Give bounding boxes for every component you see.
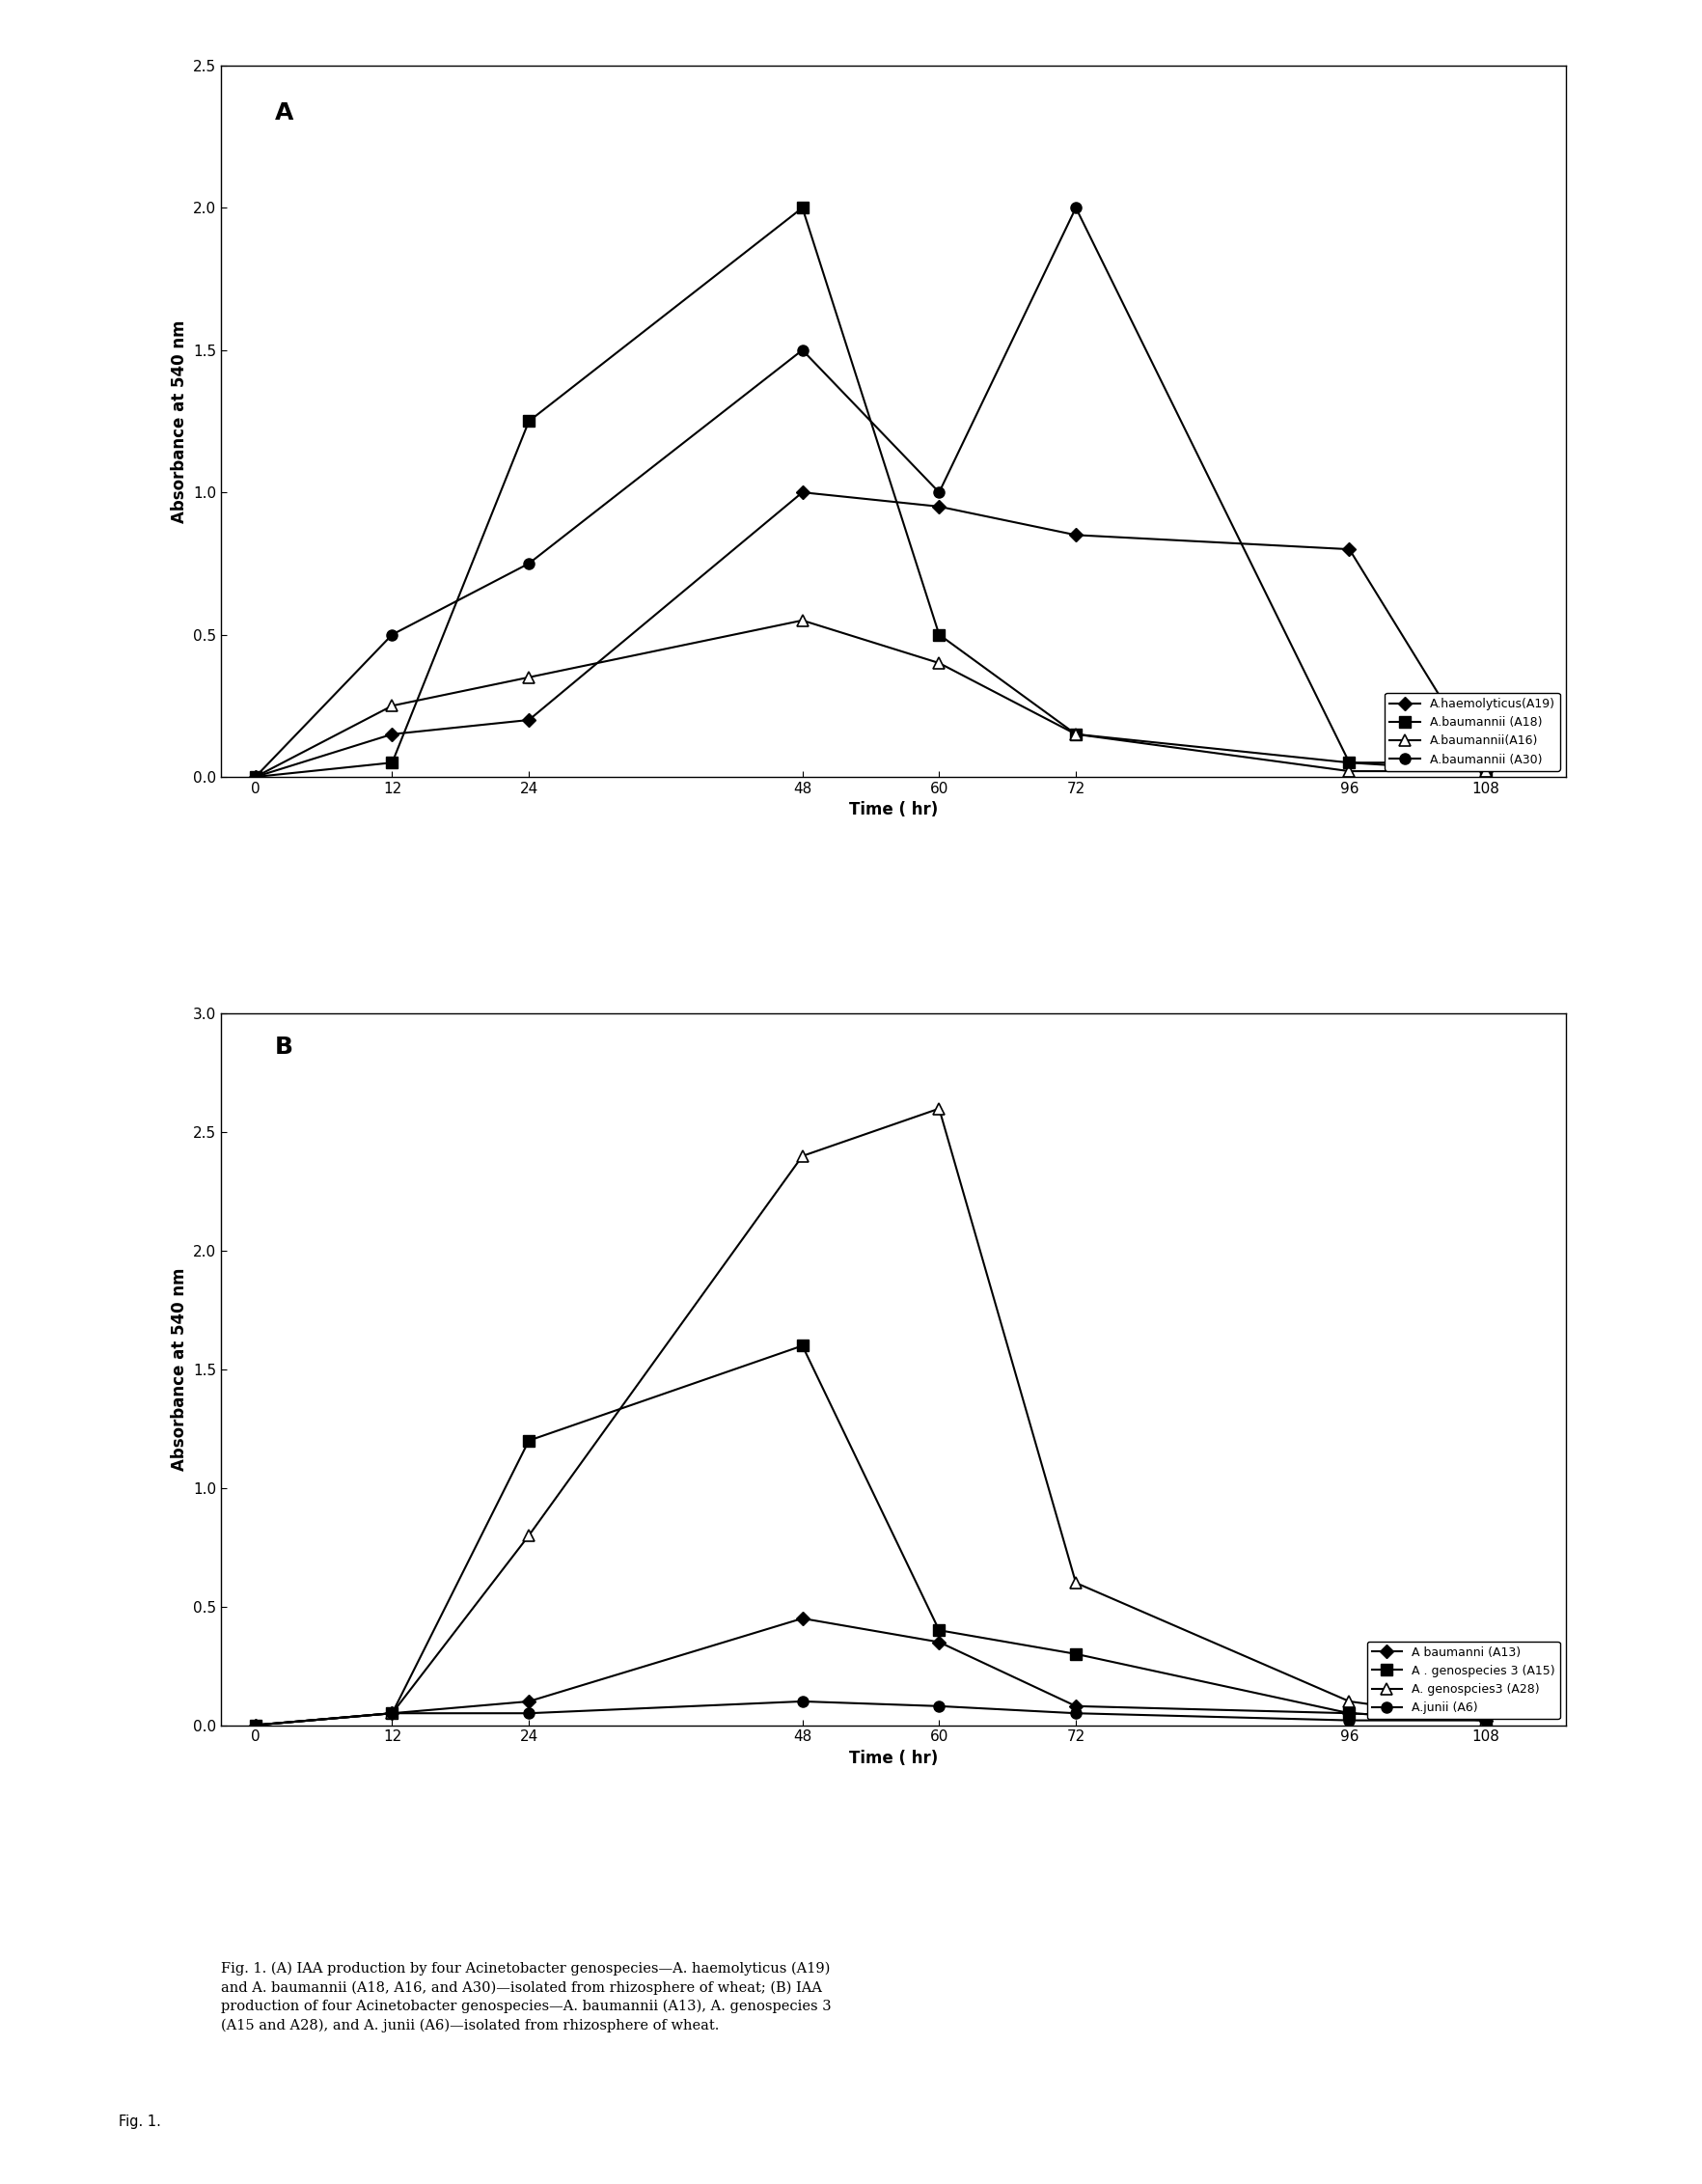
A.baumannii (A30) xyxy=(1065,194,1086,221)
Legend: A baumanni (A13), A . genospecies 3 (A15), A. genospcies3 (A28), A.junii (A6): A baumanni (A13), A . genospecies 3 (A15… xyxy=(1367,1640,1559,1719)
Line: A . genospecies 3 (A15): A . genospecies 3 (A15) xyxy=(250,1341,1491,1730)
A. genospcies3 (A28) xyxy=(381,1699,402,1725)
A.baumannii(A16) xyxy=(245,764,266,791)
A.junii (A6) xyxy=(519,1699,540,1725)
A.baumannii(A16) xyxy=(381,692,402,719)
Line: A baumanni (A13): A baumanni (A13) xyxy=(250,1614,1491,1730)
A.haemolyticus(A19) xyxy=(519,708,540,734)
A.baumannii(A16) xyxy=(519,664,540,690)
X-axis label: Time ( hr): Time ( hr) xyxy=(849,802,938,819)
A.baumannii(A16) xyxy=(791,607,812,633)
A.junii (A6) xyxy=(381,1699,402,1725)
A baumanni (A13) xyxy=(1065,1693,1086,1719)
A baumanni (A13) xyxy=(1476,1708,1496,1734)
A. genospcies3 (A28) xyxy=(1065,1570,1086,1597)
Line: A.baumannii (A18): A.baumannii (A18) xyxy=(250,203,1491,782)
A.baumannii(A16) xyxy=(1476,758,1496,784)
A . genospecies 3 (A15) xyxy=(1065,1640,1086,1666)
A baumanni (A13) xyxy=(519,1688,540,1714)
Line: A.haemolyticus(A19): A.haemolyticus(A19) xyxy=(250,487,1491,782)
A.haemolyticus(A19) xyxy=(929,494,950,520)
A.baumannii (A30) xyxy=(519,550,540,577)
A.baumannii (A30) xyxy=(1339,749,1360,775)
Y-axis label: Absorbance at 540 nm: Absorbance at 540 nm xyxy=(170,319,187,522)
A.baumannii (A18) xyxy=(381,749,402,775)
A.baumannii (A30) xyxy=(929,478,950,505)
A. genospcies3 (A28) xyxy=(1339,1688,1360,1714)
A baumanni (A13) xyxy=(245,1712,266,1738)
A.baumannii (A18) xyxy=(1065,721,1086,747)
A.baumannii (A18) xyxy=(1476,758,1496,784)
Line: A. genospcies3 (A28): A. genospcies3 (A28) xyxy=(250,1103,1491,1730)
A . genospecies 3 (A15) xyxy=(381,1699,402,1725)
Text: Fig. 1.: Fig. 1. xyxy=(119,2114,165,2129)
A.baumannii (A18) xyxy=(1339,749,1360,775)
A . genospecies 3 (A15) xyxy=(519,1428,540,1455)
X-axis label: Time ( hr): Time ( hr) xyxy=(849,1749,938,1767)
A.baumannii(A16) xyxy=(1339,758,1360,784)
A. genospcies3 (A28) xyxy=(791,1142,812,1168)
A.baumannii (A30) xyxy=(1476,749,1496,775)
Line: A.baumannii(A16): A.baumannii(A16) xyxy=(250,616,1491,782)
A. genospcies3 (A28) xyxy=(519,1522,540,1548)
A.junii (A6) xyxy=(245,1712,266,1738)
Text: B: B xyxy=(276,1035,293,1059)
A baumanni (A13) xyxy=(381,1699,402,1725)
A . genospecies 3 (A15) xyxy=(791,1332,812,1358)
Line: A.junii (A6): A.junii (A6) xyxy=(250,1697,1491,1730)
A. genospcies3 (A28) xyxy=(1476,1708,1496,1734)
A.haemolyticus(A19) xyxy=(791,478,812,505)
A baumanni (A13) xyxy=(929,1629,950,1655)
A.baumannii (A18) xyxy=(929,622,950,649)
A . genospecies 3 (A15) xyxy=(1476,1708,1496,1734)
A.junii (A6) xyxy=(791,1688,812,1714)
A. genospcies3 (A28) xyxy=(245,1712,266,1738)
A.baumannii(A16) xyxy=(1065,721,1086,747)
A.baumannii (A30) xyxy=(791,336,812,363)
A.baumannii (A30) xyxy=(381,622,402,649)
A.baumannii(A16) xyxy=(929,651,950,677)
Legend: A.haemolyticus(A19), A.baumannii (A18), A.baumannii(A16), A.baumannii (A30): A.haemolyticus(A19), A.baumannii (A18), … xyxy=(1385,692,1559,771)
A. genospcies3 (A28) xyxy=(929,1096,950,1123)
A.junii (A6) xyxy=(1339,1708,1360,1734)
A.baumannii (A30) xyxy=(245,764,266,791)
A . genospecies 3 (A15) xyxy=(1339,1699,1360,1725)
A baumanni (A13) xyxy=(1339,1699,1360,1725)
Text: A: A xyxy=(276,100,294,124)
A baumanni (A13) xyxy=(791,1605,812,1631)
A.junii (A6) xyxy=(1065,1699,1086,1725)
Line: A.baumannii (A30): A.baumannii (A30) xyxy=(250,203,1491,782)
A . genospecies 3 (A15) xyxy=(929,1616,950,1642)
A.junii (A6) xyxy=(929,1693,950,1719)
A.baumannii (A18) xyxy=(245,764,266,791)
A.baumannii (A18) xyxy=(519,408,540,435)
A.haemolyticus(A19) xyxy=(1339,535,1360,561)
A.haemolyticus(A19) xyxy=(1065,522,1086,548)
A.haemolyticus(A19) xyxy=(245,764,266,791)
A.haemolyticus(A19) xyxy=(1476,758,1496,784)
A.haemolyticus(A19) xyxy=(381,721,402,747)
Text: Fig. 1. (A) IAA production by four Acinetobacter genospecies—A. haemolyticus (A1: Fig. 1. (A) IAA production by four Acine… xyxy=(221,1961,832,2033)
A.junii (A6) xyxy=(1476,1708,1496,1734)
Y-axis label: Absorbance at 540 nm: Absorbance at 540 nm xyxy=(170,1269,187,1472)
A.baumannii (A18) xyxy=(791,194,812,221)
A . genospecies 3 (A15) xyxy=(245,1712,266,1738)
